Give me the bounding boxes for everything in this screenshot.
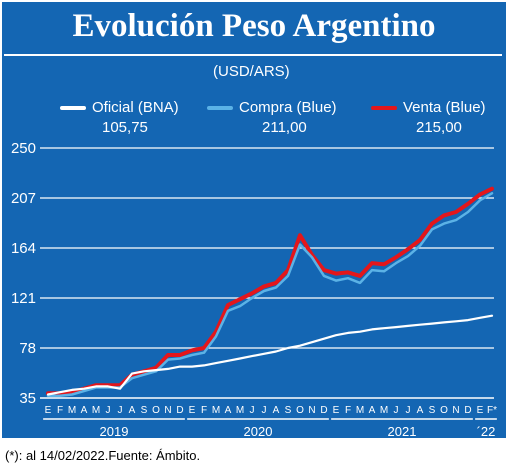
y-tick-label-207: 207: [11, 190, 36, 207]
y-tick-label-164: 164: [11, 240, 36, 257]
x-tick-label-8: S: [141, 405, 148, 416]
legend-value-oficial: 105,75: [102, 119, 148, 136]
x-tick-label-32: S: [429, 405, 436, 416]
legend-label-venta: Venta (Blue): [403, 99, 486, 116]
title-divider: [4, 54, 502, 56]
x-tick-label-0: E: [45, 405, 52, 416]
legend-item-oficial: Oficial (BNA): [60, 99, 179, 116]
x-tick-label-33: O: [440, 405, 448, 416]
x-tick-label-34: N: [452, 405, 459, 416]
x-tick-label-31: A: [417, 405, 424, 416]
x-tick-label-20: S: [285, 405, 292, 416]
x-tick-label-18: J: [262, 405, 267, 416]
series-line-1: [46, 192, 494, 397]
legend-swatch-compra: [207, 106, 233, 111]
x-tick-label-7: A: [129, 405, 136, 416]
x-tick-label-10: N: [164, 405, 171, 416]
x-tick-label-3: A: [81, 405, 88, 416]
legend-swatch-oficial: [60, 106, 86, 111]
x-tick-label-22: N: [308, 405, 315, 416]
y-tick-label-250: 250: [11, 140, 36, 157]
x-tick-label-25: F: [345, 405, 351, 416]
x-tick-label-36: E: [477, 405, 484, 416]
year-label-1: 2020: [244, 424, 273, 439]
legend-item-compra: Compra (Blue): [207, 99, 337, 116]
x-tick-label-11: D: [176, 405, 183, 416]
chart-unit: (USD/ARS): [213, 63, 290, 80]
y-tick-label-121: 121: [11, 290, 36, 307]
x-tick-label-6: J: [118, 405, 123, 416]
legend-label-oficial: Oficial (BNA): [92, 99, 179, 116]
legend-item-venta: Venta (Blue): [371, 99, 486, 116]
x-tick-label-13: F: [201, 405, 207, 416]
x-tick-label-5: J: [106, 405, 111, 416]
x-tick-label-1: F: [57, 405, 63, 416]
series-line-2: [46, 186, 494, 396]
x-tick-label-14: M: [212, 405, 220, 416]
x-tick-label-28: M: [380, 405, 388, 416]
x-tick-label-27: A: [369, 405, 376, 416]
x-tick-label-19: A: [273, 405, 280, 416]
x-tick-label-15: A: [225, 405, 232, 416]
chart-panel: [0, 0, 508, 440]
x-tick-label-26: M: [356, 405, 364, 416]
x-tick-label-9: O: [152, 405, 160, 416]
x-tick-label-35: D: [464, 405, 471, 416]
y-tick-label-35: 35: [19, 390, 36, 407]
x-tick-label-12: E: [189, 405, 196, 416]
legend-value-compra: 211,00: [262, 119, 307, 136]
x-tick-label-24: E: [333, 405, 340, 416]
year-label-2: 2021: [388, 424, 417, 439]
x-tick-label-4: M: [92, 405, 100, 416]
x-tick-label-21: O: [296, 405, 304, 416]
series-line-0: [46, 314, 494, 396]
x-tick-label-29: J: [394, 405, 399, 416]
year-label-0: 2019: [100, 424, 129, 439]
x-tick-label-2: M: [68, 405, 76, 416]
x-tick-label-37: F*: [487, 405, 497, 416]
legend-swatch-venta: [371, 106, 397, 111]
source-note: (*): al 14/02/2022.Fuente: Ámbito.: [5, 448, 201, 463]
legend-value-venta: 215,00: [416, 119, 462, 136]
x-tick-label-23: D: [320, 405, 327, 416]
x-tick-label-30: J: [406, 405, 411, 416]
x-tick-label-16: M: [236, 405, 244, 416]
legend-label-compra: Compra (Blue): [239, 99, 337, 116]
chart-title: Evolución Peso Argentino: [72, 8, 436, 44]
year-label-3: ´22: [477, 424, 496, 439]
y-tick-label-78: 78: [19, 340, 36, 357]
x-tick-label-17: J: [250, 405, 255, 416]
